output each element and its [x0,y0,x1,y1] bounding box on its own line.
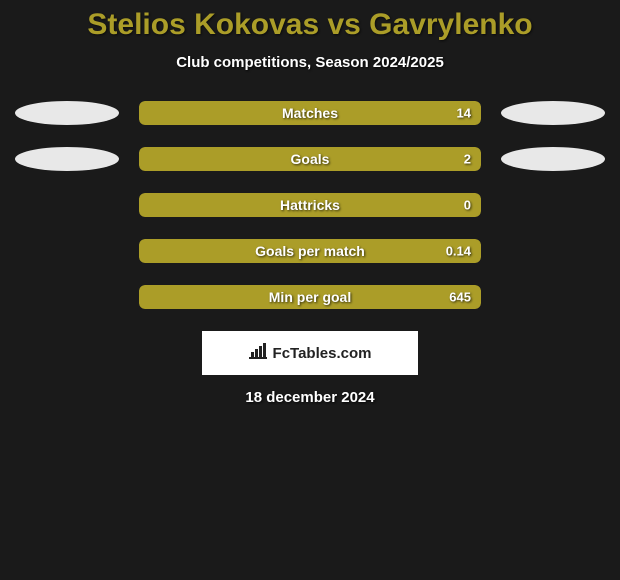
stat-value-right: 2 [464,152,471,167]
left-spacer [15,285,119,309]
stats-rows: Matches 14 Goals 2 Hattricks 0 [0,101,620,309]
stat-row-matches: Matches 14 [0,101,620,125]
page-title: Stelios Kokovas vs Gavrylenko [0,8,620,42]
comparison-card: Stelios Kokovas vs Gavrylenko Club compe… [0,0,620,406]
stat-row-goals: Goals 2 [0,147,620,171]
stat-label: Goals [291,151,330,167]
right-player-marker [501,147,605,171]
right-spacer [501,239,605,263]
left-spacer [15,193,119,217]
stat-row-goals-per-match: Goals per match 0.14 [0,239,620,263]
stat-bar: Goals 2 [139,147,481,171]
brand-text: FcTables.com [273,345,372,362]
stat-label: Hattricks [280,197,340,213]
stat-bar: Hattricks 0 [139,193,481,217]
stat-value-right: 14 [457,106,471,121]
stat-bar: Matches 14 [139,101,481,125]
chart-icon [249,343,267,363]
brand-badge[interactable]: FcTables.com [202,331,418,375]
stat-row-min-per-goal: Min per goal 645 [0,285,620,309]
stat-bar: Goals per match 0.14 [139,239,481,263]
stat-label: Matches [282,105,338,121]
stat-row-hattricks: Hattricks 0 [0,193,620,217]
left-player-marker [15,147,119,171]
stat-value-right: 645 [449,290,471,305]
stat-bar: Min per goal 645 [139,285,481,309]
stat-value-right: 0 [464,198,471,213]
left-spacer [15,239,119,263]
stat-label: Goals per match [255,243,365,259]
subtitle: Club competitions, Season 2024/2025 [0,54,620,71]
left-player-marker [15,101,119,125]
right-spacer [501,193,605,217]
date-label: 18 december 2024 [0,389,620,406]
right-player-marker [501,101,605,125]
right-spacer [501,285,605,309]
stat-label: Min per goal [269,289,351,305]
stat-value-right: 0.14 [446,244,471,259]
